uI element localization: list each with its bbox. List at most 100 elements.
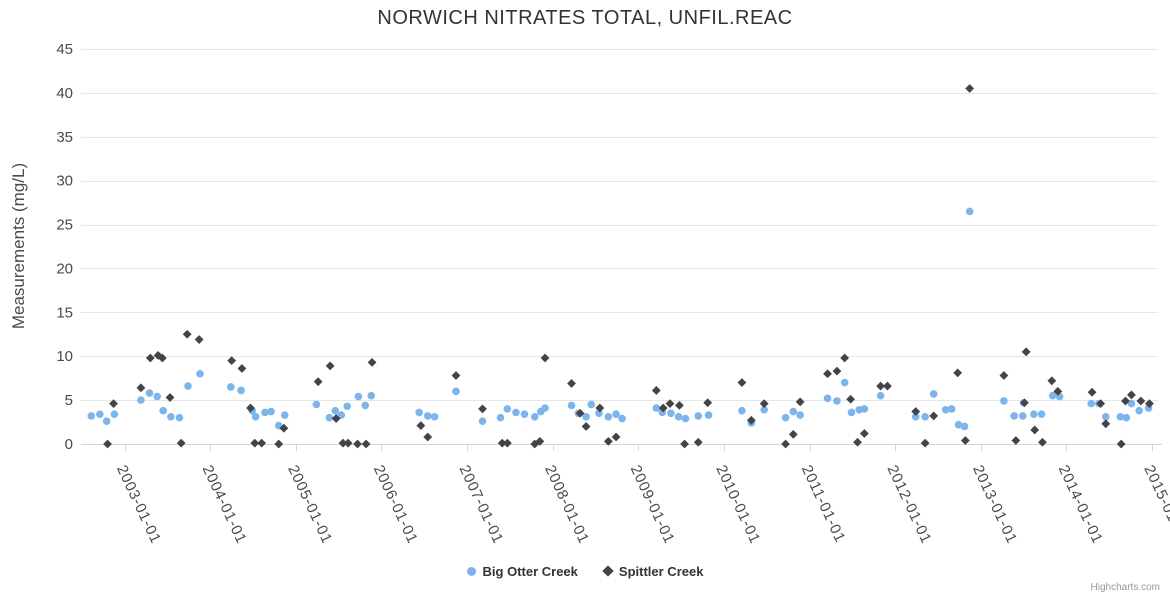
data-point-big-otter-creek[interactable] xyxy=(1122,413,1131,422)
data-point-big-otter-creek[interactable] xyxy=(704,411,713,419)
data-point-big-otter-creek[interactable] xyxy=(312,400,321,409)
data-point-spittler-creek[interactable] xyxy=(883,381,892,391)
data-point-spittler-creek[interactable] xyxy=(823,369,832,379)
legend-item-spittler-creek[interactable]: Spittler Creek xyxy=(602,564,703,579)
data-point-spittler-creek[interactable] xyxy=(680,439,689,449)
data-point-big-otter-creek[interactable] xyxy=(496,413,505,422)
data-point-big-otter-creek[interactable] xyxy=(604,412,613,421)
data-point-spittler-creek[interactable] xyxy=(176,438,186,448)
data-point-big-otter-creek[interactable] xyxy=(331,406,340,415)
data-point-big-otter-creek[interactable] xyxy=(430,412,439,421)
data-point-big-otter-creek[interactable] xyxy=(337,411,346,419)
data-point-spittler-creek[interactable] xyxy=(194,335,204,344)
data-point-big-otter-creek[interactable] xyxy=(227,383,235,391)
data-point-spittler-creek[interactable] xyxy=(530,439,540,449)
data-point-big-otter-creek[interactable] xyxy=(1010,412,1018,420)
data-point-big-otter-creek[interactable] xyxy=(760,405,768,414)
data-point-big-otter-creek[interactable] xyxy=(860,405,869,413)
data-point-spittler-creek[interactable] xyxy=(853,437,862,447)
data-point-big-otter-creek[interactable] xyxy=(267,407,275,416)
data-point-spittler-creek[interactable] xyxy=(343,438,353,448)
data-point-big-otter-creek[interactable] xyxy=(145,389,154,397)
data-point-big-otter-creek[interactable] xyxy=(694,412,703,420)
data-point-big-otter-creek[interactable] xyxy=(738,406,746,415)
data-point-spittler-creek[interactable] xyxy=(920,438,930,448)
data-point-big-otter-creek[interactable] xyxy=(789,407,798,416)
data-point-spittler-creek[interactable] xyxy=(965,84,975,93)
data-point-spittler-creek[interactable] xyxy=(274,439,284,449)
data-point-big-otter-creek[interactable] xyxy=(110,410,119,418)
data-point-spittler-creek[interactable] xyxy=(999,371,1009,380)
data-point-big-otter-creek[interactable] xyxy=(1048,391,1057,400)
data-point-big-otter-creek[interactable] xyxy=(667,409,675,418)
data-point-spittler-creek[interactable] xyxy=(451,371,461,380)
data-point-spittler-creek[interactable] xyxy=(109,399,118,409)
data-point-big-otter-creek[interactable] xyxy=(1030,410,1038,418)
data-point-big-otter-creek[interactable] xyxy=(512,408,520,417)
data-point-big-otter-creek[interactable] xyxy=(929,390,938,398)
data-point-big-otter-creek[interactable] xyxy=(876,391,885,400)
data-point-big-otter-creek[interactable] xyxy=(965,207,974,216)
data-point-big-otter-creek[interactable] xyxy=(153,392,161,401)
data-point-spittler-creek[interactable] xyxy=(953,368,963,378)
data-point-big-otter-creek[interactable] xyxy=(159,406,167,415)
data-point-spittler-creek[interactable] xyxy=(325,361,335,371)
data-point-big-otter-creek[interactable] xyxy=(530,412,539,421)
data-point-spittler-creek[interactable] xyxy=(658,403,668,413)
data-point-big-otter-creek[interactable] xyxy=(452,387,460,396)
data-point-big-otter-creek[interactable] xyxy=(833,397,841,405)
data-point-spittler-creek[interactable] xyxy=(603,436,613,446)
data-point-spittler-creek[interactable] xyxy=(237,364,247,373)
data-point-big-otter-creek[interactable] xyxy=(367,391,376,400)
data-point-spittler-creek[interactable] xyxy=(1096,399,1106,409)
data-point-big-otter-creek[interactable] xyxy=(184,382,192,390)
data-point-spittler-creek[interactable] xyxy=(832,366,842,376)
data-point-big-otter-creek[interactable] xyxy=(947,405,956,413)
data-point-big-otter-creek[interactable] xyxy=(595,409,603,418)
data-point-spittler-creek[interactable] xyxy=(1047,376,1057,386)
data-point-spittler-creek[interactable] xyxy=(795,397,805,407)
data-point-big-otter-creek[interactable] xyxy=(423,412,432,420)
data-point-big-otter-creek[interactable] xyxy=(1087,399,1096,408)
legend-item-big-otter-creek[interactable]: Big Otter Creek xyxy=(466,564,578,579)
data-point-spittler-creek[interactable] xyxy=(567,379,576,388)
data-point-big-otter-creek[interactable] xyxy=(921,412,929,421)
data-point-spittler-creek[interactable] xyxy=(859,429,869,438)
data-point-big-otter-creek[interactable] xyxy=(1018,412,1027,420)
data-point-spittler-creek[interactable] xyxy=(840,353,850,363)
data-point-spittler-creek[interactable] xyxy=(257,438,267,448)
data-point-big-otter-creek[interactable] xyxy=(587,400,596,409)
data-point-spittler-creek[interactable] xyxy=(157,353,167,363)
data-point-spittler-creek[interactable] xyxy=(651,386,661,395)
data-point-spittler-creek[interactable] xyxy=(788,429,798,439)
data-point-spittler-creek[interactable] xyxy=(911,407,921,416)
data-point-spittler-creek[interactable] xyxy=(165,393,175,402)
data-point-spittler-creek[interactable] xyxy=(416,421,426,430)
data-point-spittler-creek[interactable] xyxy=(423,432,433,442)
data-point-big-otter-creek[interactable] xyxy=(681,414,690,423)
data-point-big-otter-creek[interactable] xyxy=(1101,412,1110,421)
data-point-spittler-creek[interactable] xyxy=(1127,390,1136,400)
data-point-spittler-creek[interactable] xyxy=(227,356,237,366)
data-point-big-otter-creek[interactable] xyxy=(541,404,549,412)
data-point-big-otter-creek[interactable] xyxy=(137,396,145,404)
data-point-big-otter-creek[interactable] xyxy=(1135,406,1143,415)
data-point-spittler-creek[interactable] xyxy=(182,329,192,339)
data-point-spittler-creek[interactable] xyxy=(1116,439,1126,449)
data-point-big-otter-creek[interactable] xyxy=(325,413,334,422)
data-point-spittler-creek[interactable] xyxy=(1136,396,1146,406)
data-point-big-otter-creek[interactable] xyxy=(478,417,487,425)
data-point-big-otter-creek[interactable] xyxy=(781,413,790,422)
data-point-spittler-creek[interactable] xyxy=(1020,398,1029,408)
data-point-big-otter-creek[interactable] xyxy=(840,378,849,387)
data-point-spittler-creek[interactable] xyxy=(136,383,146,393)
data-point-spittler-creek[interactable] xyxy=(1011,436,1021,445)
data-point-big-otter-creek[interactable] xyxy=(96,410,104,418)
data-point-big-otter-creek[interactable] xyxy=(941,405,950,414)
data-point-big-otter-creek[interactable] xyxy=(1127,399,1136,408)
data-point-spittler-creek[interactable] xyxy=(246,403,255,413)
data-point-big-otter-creek[interactable] xyxy=(674,412,683,421)
data-point-spittler-creek[interactable] xyxy=(1053,386,1063,396)
data-point-spittler-creek[interactable] xyxy=(1121,396,1130,406)
data-point-spittler-creek[interactable] xyxy=(1038,437,1047,447)
